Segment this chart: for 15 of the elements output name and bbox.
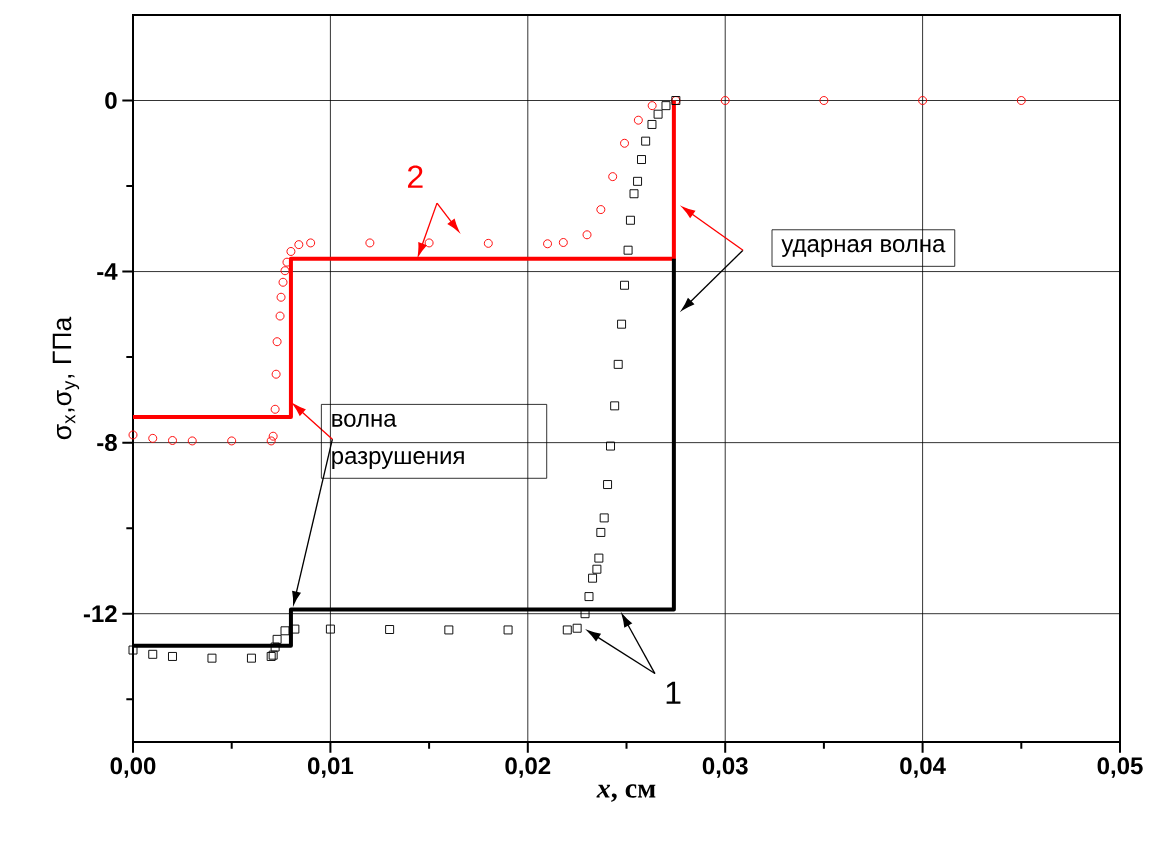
x-tick-label: 0,04 [900, 757, 946, 778]
x-tick-label: 0,01 [307, 757, 354, 778]
y-tick-label: -4 [97, 263, 118, 280]
annotation: волна разрушения [332, 413, 464, 469]
y-tick-label: 0 [105, 92, 117, 110]
annotation: 1 [666, 681, 681, 704]
x-tick-label: 0,00 [110, 757, 156, 778]
y-tick-label: -8 [97, 434, 117, 452]
x-tick-label: 0,03 [702, 757, 748, 778]
x-tick-label: 0,02 [505, 757, 551, 778]
annotation: 2 [408, 165, 423, 188]
x-axis-title: x, см [596, 784, 656, 802]
y-tick-label: -12 [83, 605, 117, 623]
x-tick-label: 0,05 [1097, 757, 1143, 778]
y-axis-title: σ$_{x}$,σ$_{y}$, ГПа [52, 316, 80, 440]
